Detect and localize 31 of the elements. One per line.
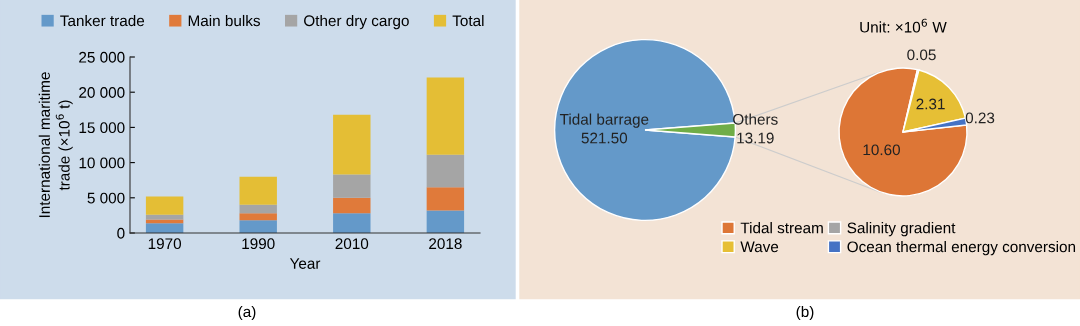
legend-label: Salinity gradient — [847, 222, 956, 237]
x-tick-label: 2010 — [335, 238, 369, 250]
legend-label: Ocean thermal energy conversion — [847, 240, 1076, 256]
y-tick-label: 10 000 — [79, 157, 125, 169]
chart-title: Unit: ×10$^{6}$ W — [860, 18, 947, 33]
data-label: 0.05 — [907, 49, 936, 61]
y-tick-label: 5 000 — [87, 192, 125, 204]
legend-label: Main bulks — [188, 14, 260, 27]
data-label: 2.31 — [916, 98, 945, 110]
legend-label: Tidal stream — [740, 222, 823, 234]
y-tick-label: 20 000 — [79, 87, 125, 98]
data-label: 13.19 — [737, 132, 774, 144]
text: (b) — [796, 305, 814, 321]
legend-label: Tanker trade — [60, 14, 145, 27]
x-tick-label: 1970 — [148, 238, 182, 250]
data-label: 521.50 — [581, 132, 628, 144]
x-tick-label: 2018 — [429, 238, 462, 250]
y-tick-label: 15 000 — [79, 122, 125, 134]
slice-label: Others — [733, 113, 778, 125]
data-label: 0.23 — [965, 112, 995, 124]
x-axis-title: Year — [289, 258, 321, 269]
legend-label: Wave — [740, 241, 779, 253]
legend-label: Other dry cargo — [304, 14, 409, 30]
y-tick-label: 0 — [117, 227, 125, 239]
x-tick-label: 1990 — [242, 238, 275, 250]
slice-label: Tidal barrage — [559, 113, 649, 128]
data-label: 10.60 — [863, 144, 900, 156]
text: (a) — [238, 305, 256, 321]
y-axis-title: International maritime trade (×10$^{6}$ t) — [38, 72, 73, 218]
legend-label: Total — [452, 14, 484, 27]
y-tick-label: 25 000 — [79, 51, 125, 63]
